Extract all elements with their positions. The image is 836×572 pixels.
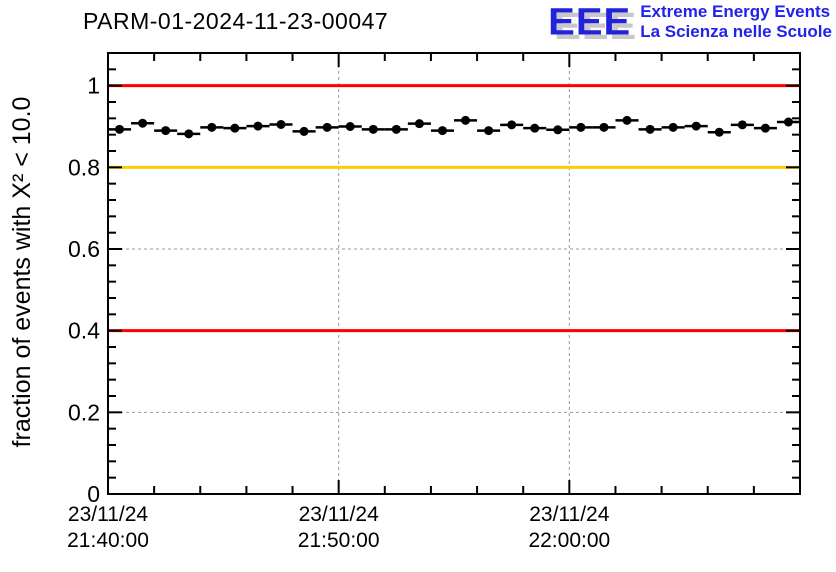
data-point	[391, 124, 401, 134]
data-point	[414, 119, 424, 129]
y-tick-label: 0.2	[68, 399, 100, 425]
data-point	[138, 118, 148, 128]
data-point	[184, 129, 194, 139]
data-point	[115, 124, 125, 134]
chart-title: PARM-01-2024-11-23-00047	[83, 8, 389, 34]
eee-logo-acronym: EEE	[548, 1, 632, 43]
y-tick-label: 0.6	[68, 236, 100, 262]
eee-logo: EEE Extreme Energy Events La Scienza nel…	[548, 2, 832, 42]
data-point	[484, 126, 494, 136]
data-point	[783, 117, 793, 127]
data-point	[253, 121, 263, 131]
data-point	[322, 122, 332, 132]
data-point	[645, 124, 655, 134]
x-tick-label: 23/11/24 21:50:00	[298, 503, 380, 552]
data-point	[345, 122, 355, 131]
x-tick-label: 23/11/24 21:40:00	[67, 503, 149, 552]
data-point	[207, 122, 217, 132]
data-point	[576, 122, 586, 132]
data-point	[760, 123, 770, 133]
y-tick-label: 0.4	[68, 318, 100, 344]
data-point	[668, 122, 678, 132]
data-point	[553, 125, 563, 135]
data-point	[461, 115, 471, 125]
y-tick-label: 0	[87, 481, 100, 507]
data-point	[691, 121, 701, 131]
data-point	[507, 120, 517, 130]
eee-logo-tagline-2: La Scienza nelle Scuole	[640, 22, 832, 41]
data-point	[599, 122, 609, 132]
eee-logo-tagline-1: Extreme Energy Events	[640, 2, 831, 21]
x-tick-label: 23/11/24 22:00:00	[528, 503, 610, 552]
data-point	[737, 120, 747, 130]
data-point	[714, 127, 724, 137]
data-point	[530, 123, 540, 133]
y-tick-label: 1	[87, 73, 100, 99]
data-point	[230, 123, 240, 133]
data-point	[368, 124, 378, 134]
data-point	[622, 115, 632, 125]
data-point	[437, 126, 447, 136]
data-point	[161, 126, 171, 136]
data-point	[299, 126, 309, 136]
axis-frame	[107, 52, 801, 495]
data-point	[276, 119, 286, 129]
eee-logo-taglines: Extreme Energy Events La Scienza nelle S…	[640, 2, 832, 42]
y-tick-label: 0.8	[68, 154, 100, 180]
